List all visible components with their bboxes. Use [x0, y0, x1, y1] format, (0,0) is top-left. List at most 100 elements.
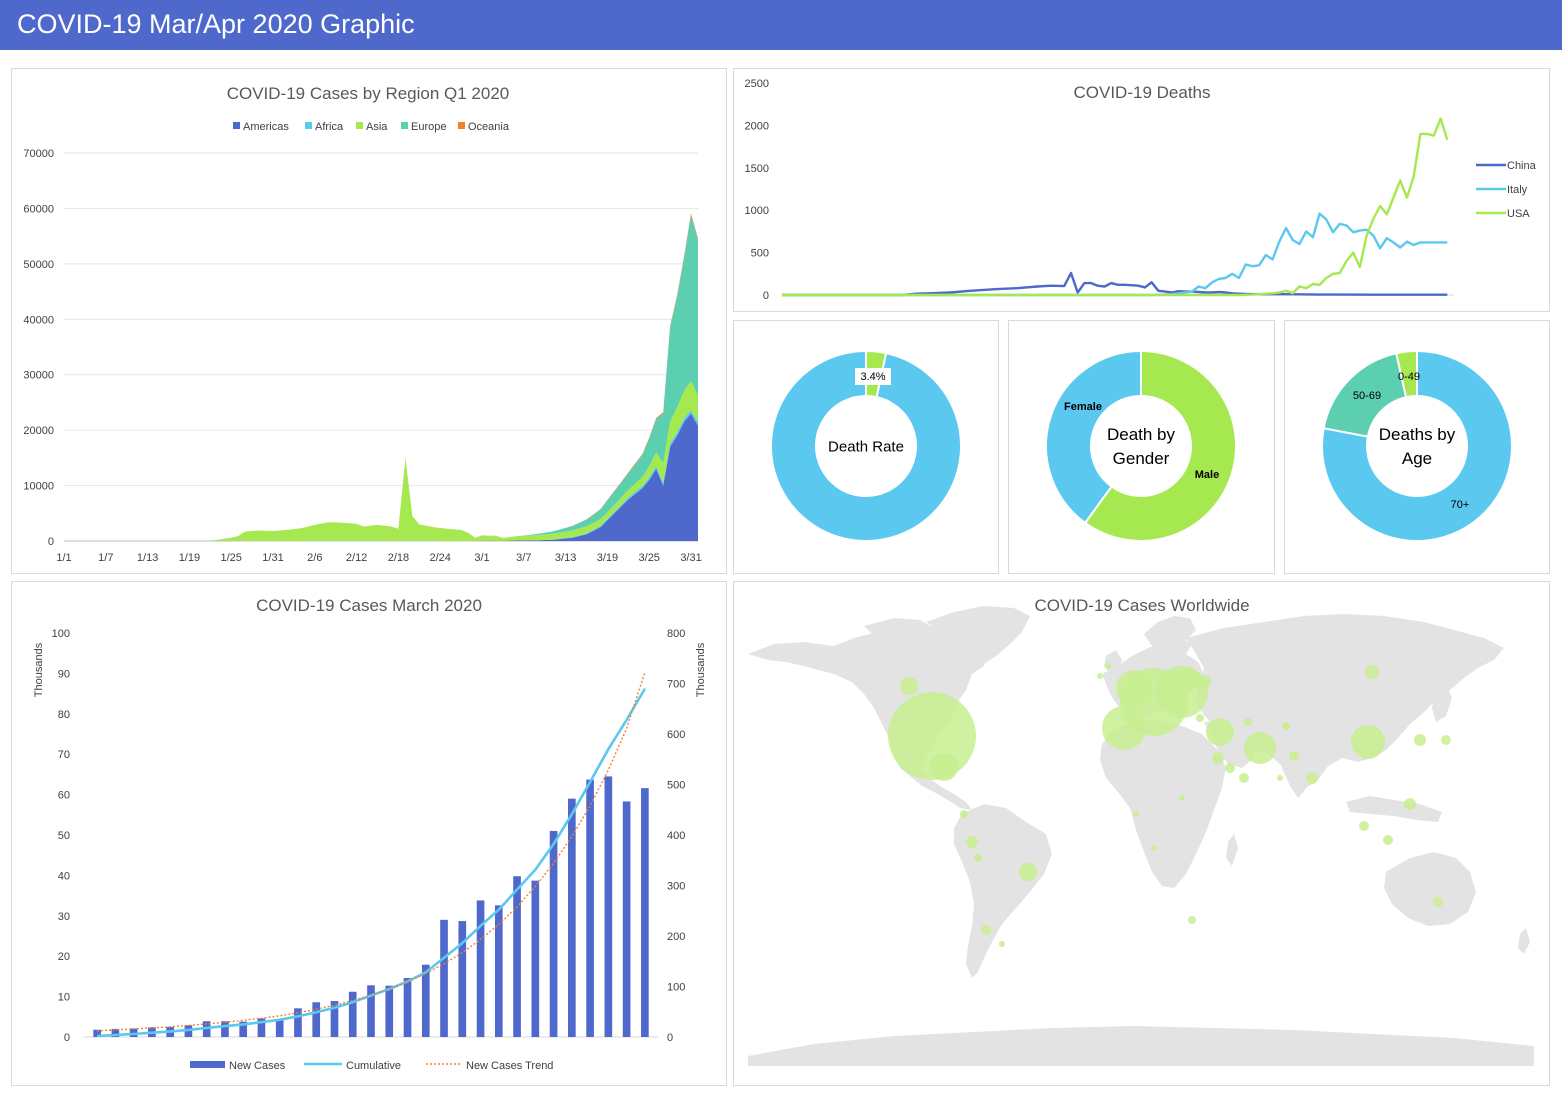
march-bar	[348, 991, 357, 1037]
legend-swatch-americas	[233, 122, 240, 129]
region-y-tick: 40000	[23, 314, 54, 326]
region-y-tick: 0	[48, 536, 54, 548]
north-america-shape	[748, 614, 1009, 810]
case-bubble	[1133, 811, 1139, 817]
donut-center-label: Death by	[1107, 425, 1176, 444]
march-bar	[93, 1029, 101, 1037]
march-left-tick: 30	[58, 911, 70, 923]
march-bar	[586, 779, 594, 1037]
case-bubble	[900, 677, 918, 695]
case-bubble	[1351, 725, 1385, 759]
deaths-y-tick: 1000	[745, 205, 769, 217]
case-bubble	[1441, 735, 1451, 745]
case-bubble	[1383, 835, 1393, 845]
deaths-legend-label-china: China	[1507, 160, 1537, 172]
case-bubble	[981, 925, 991, 935]
deaths-line-italy	[782, 212, 1448, 297]
region-x-tick: 1/25	[220, 552, 241, 564]
march-combo-chart: COVID-19 Cases March 2020 Thousands Thou…	[33, 596, 707, 1072]
death-gender-donut: Death by Gender Female Male	[1045, 349, 1237, 542]
case-bubble	[1365, 665, 1379, 679]
new-zealand-shape	[1518, 928, 1530, 954]
case-bubble	[1433, 897, 1443, 907]
deaths-chart-panel: COVID-19 Deaths 0 500 1000 1500 2000 2500 Chi…	[733, 68, 1550, 312]
case-bubble	[1414, 734, 1426, 746]
march-bar	[568, 798, 576, 1037]
case-bubble	[1306, 772, 1318, 784]
march-bar	[257, 1018, 266, 1037]
deaths-y-tick: 0	[763, 290, 769, 302]
donut-label-box	[855, 368, 891, 385]
slice-female	[1045, 349, 1142, 525]
march-bar	[549, 830, 558, 1037]
deaths-y-tick: 2500	[745, 78, 769, 90]
slice-other	[770, 349, 962, 542]
region-x-tick: 2/12	[346, 552, 367, 564]
case-bubble	[960, 810, 968, 818]
case-bubble	[1244, 718, 1252, 726]
case-bubble	[1239, 773, 1249, 783]
case-bubble	[1097, 673, 1103, 679]
march-bar	[275, 1020, 284, 1037]
donut-center-label: Age	[1402, 449, 1432, 468]
deaths-y-tick: 500	[751, 248, 769, 260]
march-bar	[367, 985, 375, 1037]
march-left-tick: 40	[58, 870, 70, 882]
worldwide-map: COVID-19 Cases Worldwide	[748, 596, 1534, 1066]
march-right-tick: 400	[667, 830, 685, 842]
march-right-tick: 600	[667, 729, 685, 741]
region-x-tick: 2/24	[430, 552, 451, 564]
march-chart-panel: COVID-19 Cases March 2020 Thousands Thou…	[11, 581, 727, 1086]
japan-shape	[1432, 684, 1452, 722]
march-bar	[440, 919, 448, 1037]
world-land	[748, 606, 1534, 1066]
march-left-tick: 80	[58, 709, 70, 721]
march-bar	[458, 921, 467, 1037]
region-y-tick: 50000	[23, 259, 54, 271]
case-bubble	[1105, 663, 1111, 669]
madagascar-shape	[1226, 834, 1238, 866]
march-bar	[604, 776, 613, 1037]
march-legend-label-trend: New Cases Trend	[466, 1060, 553, 1072]
region-x-tick: 1/1	[56, 552, 71, 564]
donut-label-70-: 70+	[1451, 499, 1470, 511]
march-left-tick: 50	[58, 830, 70, 842]
march-left-tick: 0	[64, 1032, 70, 1044]
header-bar: COVID-19 Mar/Apr 2020 Graphic	[0, 0, 1562, 50]
march-right-tick: 500	[667, 780, 685, 792]
case-bubble	[1289, 751, 1299, 761]
region-x-tick: 3/25	[639, 552, 660, 564]
march-legend-label-new-cases: New Cases	[229, 1060, 286, 1072]
donut-label-0-49: 0-49	[1398, 371, 1420, 383]
case-bubble	[930, 753, 958, 781]
region-x-tick: 1/7	[98, 552, 113, 564]
region-x-tick: 3/7	[516, 552, 531, 564]
march-left-tick: 90	[58, 668, 70, 680]
deaths-line-chart: COVID-19 Deaths 0 500 1000 1500 2000 2500 Chi…	[745, 78, 1537, 302]
arctic-islands-shape	[864, 618, 934, 640]
region-x-tick: 1/31	[262, 552, 283, 564]
legend-label-asia: Asia	[366, 121, 388, 133]
region-x-tick: 3/13	[555, 552, 576, 564]
legend-label-africa: Africa	[315, 121, 344, 133]
case-bubble	[1180, 669, 1198, 687]
march-left-tick: 10	[58, 992, 70, 1004]
case-bubble	[1206, 718, 1234, 746]
march-trend-line	[97, 672, 646, 1032]
legend-swatch-asia	[356, 122, 363, 129]
indonesia-shape	[1346, 796, 1442, 822]
deaths-line-usa	[782, 117, 1449, 297]
death-rate-panel: Death Rate 3.4%	[733, 320, 999, 574]
march-right-tick: 700	[667, 679, 685, 691]
legend-label-americas: Americas	[243, 121, 289, 133]
march-cumulative-line	[97, 687, 647, 1038]
region-y-tick: 30000	[23, 370, 54, 382]
region-chart-title: COVID-19 Cases by Region Q1 2020	[227, 84, 510, 103]
legend-swatch-africa	[305, 122, 312, 129]
death-age-donut: Deaths by Age 0-49 50-69 70+	[1321, 349, 1513, 542]
case-bubble	[1225, 763, 1235, 773]
death-rate-donut: Death Rate 3.4%	[770, 349, 962, 542]
march-bar	[403, 978, 412, 1037]
donut-center-label: Deaths by	[1379, 425, 1456, 444]
region-area-oceania	[64, 213, 698, 542]
